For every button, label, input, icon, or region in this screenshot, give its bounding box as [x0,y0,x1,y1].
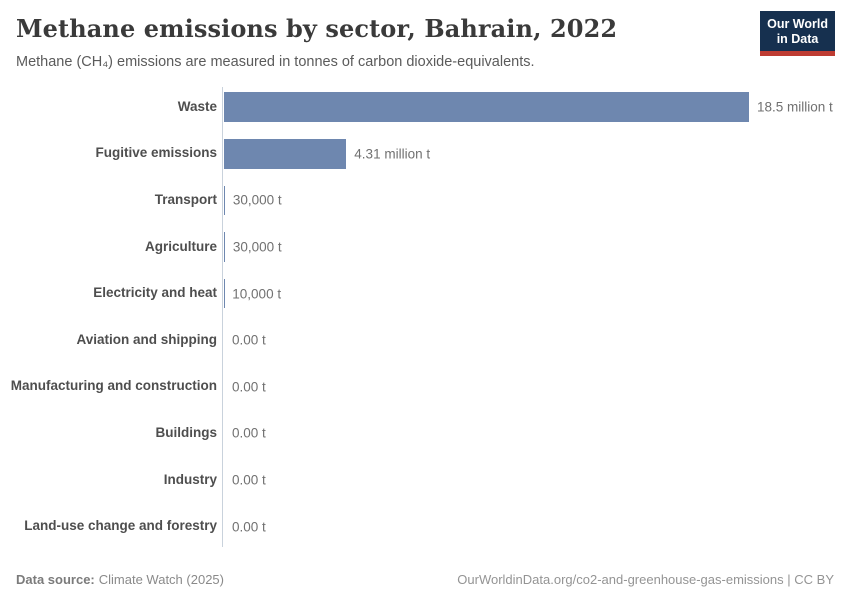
category-label: Electricity and heat [93,285,217,301]
bar-chart-plot: Waste 18.5 million t Fugitive emissions 4.3… [0,84,850,551]
value-label: 0.00 t [232,379,266,395]
category-label: Waste [177,98,217,114]
category-label: Industry [163,471,217,487]
bar-row: Land-use change and forestry 0.00 t [0,503,850,550]
bar-row: Waste 18.5 million t [0,84,850,131]
bar-track: 10,000 t [223,278,850,309]
category-label: Buildings [155,424,218,440]
owid-logo-line1: Our World [767,17,828,31]
y-axis-line [222,86,223,547]
bar-track: 0.00 t [223,512,850,542]
bar-track: 30,000 t [223,185,850,216]
credit-line: OurWorldinData.org/co2-and-greenhouse-ga… [457,572,834,587]
value-label: 0.00 t [232,519,266,535]
value-label: 30,000 t [232,192,282,208]
category-label: Agriculture [144,238,217,254]
chart-subtitle: Methane (CH₄) emissions are measured in … [16,53,535,70]
bar-track: 4.31 million t [223,139,850,169]
data-source-label: Data source: [16,572,95,587]
category-label: Land-use change and forestry [24,518,217,534]
bar[interactable] [224,232,225,262]
bar-row: Transport 30,000 t [0,177,850,224]
chart-header: Methane emissions by sector, Bahrain, 20… [0,0,850,71]
data-source-value[interactable]: Climate Watch (2025) [98,572,224,587]
bar-track: 0.00 t [223,372,850,402]
owid-logo[interactable]: Our World in Data [760,11,835,56]
value-label: 10,000 t [232,286,282,302]
bar-row: Electricity and heat 10,000 t [0,270,850,317]
bar-track: 0.00 t [223,419,850,449]
bar-track: 30,000 t [223,232,850,262]
data-source: Data source: Climate Watch (2025) [16,572,224,587]
bar[interactable] [224,92,749,122]
page-title: Methane emissions by sector, Bahrain, 20… [16,14,618,43]
bar-track: 0.00 t [223,465,850,495]
bar[interactable] [224,185,225,216]
value-label: 0.00 t [232,332,266,348]
bar-row: Agriculture 30,000 t [0,224,850,271]
bar-track: 18.5 million t [223,92,850,122]
category-label: Fugitive emissions [95,145,217,161]
category-label: Transport [154,191,217,207]
value-label: 4.31 million t [354,146,431,162]
value-label: 0.00 t [232,425,266,441]
bar-row: Buildings 0.00 t [0,410,850,457]
bar-row: Fugitive emissions 4.31 million t [0,131,850,178]
bar-row: Industry 0.00 t [0,457,850,504]
bar[interactable] [224,139,347,169]
value-label: 0.00 t [232,472,266,488]
license-label: | CC BY [783,572,834,587]
bar-track: 0.00 t [223,325,850,355]
bar-row: Manufacturing and construction 0.00 t [0,363,850,410]
owid-url-link[interactable]: OurWorldinData.org/co2-and-greenhouse-ga… [457,572,784,587]
bar-rows-container: Waste 18.5 million t Fugitive emissions 4.3… [0,84,850,550]
category-label: Manufacturing and construction [10,378,217,394]
bar-row: Aviation and shipping 0.00 t [0,317,850,364]
owid-logo-line2: in Data [776,32,819,46]
chart-footer: Data source: Climate Watch (2025) OurWorl… [16,572,834,587]
value-label: 30,000 t [232,239,282,255]
category-label: Aviation and shipping [76,331,218,347]
value-label: 18.5 million t [757,99,833,115]
